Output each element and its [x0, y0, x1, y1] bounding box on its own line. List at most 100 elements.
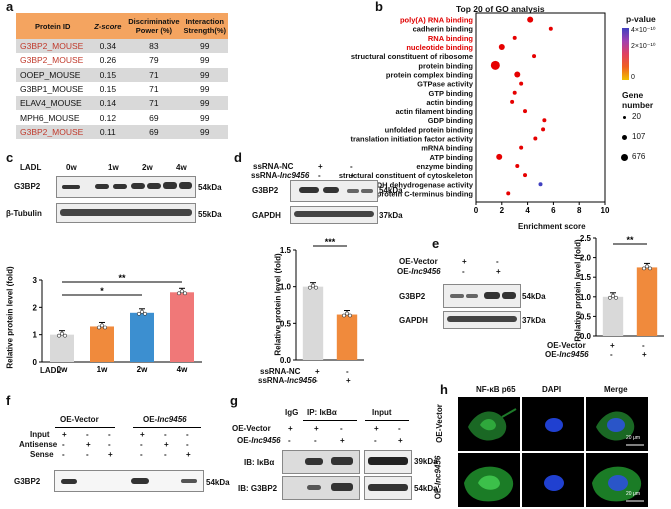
- table-cell-z: 0.15: [89, 67, 127, 82]
- bar: [50, 334, 74, 362]
- go-category-label: cadherin binding: [413, 25, 474, 34]
- g-sign: -: [374, 436, 377, 445]
- table-row: ELAV4_MOUSE 0.14 71 99: [16, 96, 228, 111]
- go-point: [533, 136, 538, 141]
- bar-point: [611, 293, 615, 298]
- table-cell-id: G3BP2_MOUSE: [16, 53, 90, 68]
- micrograph-vector-nfkb: [458, 397, 520, 451]
- panel-label-g: g: [230, 393, 238, 408]
- e-xsign-2-2: +: [642, 350, 647, 359]
- h-col-dapi: DAPI: [542, 385, 562, 394]
- f-kda: 54kDa: [206, 478, 230, 487]
- g-igg-label: IgG: [285, 408, 299, 417]
- d-sign-1-1: +: [318, 162, 323, 171]
- d-row-ssrna-nc: ssRNA-NC: [253, 162, 294, 171]
- e-xlab-oe-vector: OE-Vector: [547, 341, 586, 350]
- d-blot-gapdh: [290, 206, 378, 224]
- table-cell-z: 0.11: [89, 124, 127, 140]
- micrograph-lnc-nfkb: [458, 453, 520, 507]
- gene-size-dot-medium: [622, 135, 627, 140]
- go-category-label: poly(A) RNA binding: [400, 16, 473, 25]
- d-xsign-2-1: -: [315, 376, 318, 385]
- table-cell-z: 0.34: [89, 39, 127, 54]
- go-category-label: protein C-terminus binding: [377, 189, 474, 198]
- gene-number-legend-title: Gene number: [622, 90, 654, 110]
- d-xsign-1-2: -: [346, 367, 349, 376]
- go-category-label: unfolded protein binding: [385, 125, 474, 134]
- f-group-oe-vector: OE-Vector: [60, 415, 99, 424]
- e-blot-gapdh: [443, 311, 521, 329]
- go-point: [523, 173, 528, 178]
- bar-point: [60, 331, 64, 336]
- bar-point: [314, 285, 318, 290]
- table-row: G3BP1_MOUSE 0.15 71 99: [16, 81, 228, 97]
- bar-ytick-label: 2.5: [580, 234, 592, 243]
- bar-ytick-label: 0.0: [280, 356, 292, 365]
- f-row-antisense: Antisense: [19, 440, 58, 449]
- gene-size-dot-large: [621, 154, 628, 161]
- g-kda-54: 54kDa: [414, 484, 438, 493]
- table-cell-is: 99: [181, 53, 228, 68]
- f-sign: -: [140, 440, 143, 449]
- bar-point: [183, 291, 187, 296]
- bar-point: [63, 333, 67, 338]
- c-bar-category: 4w: [177, 365, 188, 374]
- g-blot-g3bp2-input: [364, 476, 412, 500]
- table-cell-id: MPH6_MOUSE: [16, 110, 90, 125]
- e-blot-g3bp2: [443, 284, 521, 308]
- c-row-g3bp2: G3BP2: [14, 182, 41, 191]
- g-ib-ikba: IB: IκBα: [244, 458, 275, 467]
- d-row-gapdh: GAPDH: [252, 211, 281, 220]
- panel-label-e: e: [432, 236, 440, 251]
- go-point: [548, 26, 553, 31]
- go-point: [541, 127, 546, 132]
- go-point: [527, 16, 534, 23]
- bar: [602, 296, 624, 336]
- go-category-label: GDP binding: [428, 116, 474, 125]
- bar-point: [137, 311, 141, 316]
- go-point: [519, 81, 524, 86]
- c-bar-category: 0w: [57, 365, 68, 374]
- gene-size-large-label: 676: [632, 152, 646, 161]
- f-group-line-1: [55, 427, 115, 428]
- e-sign-1-2: -: [496, 257, 499, 266]
- d-kda-g3bp2: 54kDa: [379, 186, 403, 195]
- f-sign: +: [86, 440, 91, 449]
- bar-point: [311, 283, 315, 288]
- e-row-g3bp2: G3BP2: [399, 292, 426, 301]
- f-sign: -: [164, 450, 167, 459]
- go-xtick-label: 4: [525, 206, 530, 215]
- bar: [170, 292, 194, 362]
- g-sign: +: [398, 436, 403, 445]
- e-xsign-1-2: -: [642, 341, 645, 350]
- bar-ytick-label: 3: [33, 276, 38, 285]
- go-point: [498, 44, 505, 51]
- go-xtick-label: 2: [500, 206, 505, 215]
- c-blot-tubulin: [56, 203, 196, 223]
- header-discriminative-power: Discriminative Power (%): [126, 13, 182, 39]
- d-xlab-ssrna-lnc: ssRNA-lnc9456: [258, 376, 317, 385]
- table-cell-is: 99: [181, 67, 228, 82]
- f-sign: -: [62, 440, 65, 449]
- go-point: [538, 182, 543, 187]
- bar-ytick-label: 0: [33, 358, 38, 367]
- panel-label-c: c: [6, 150, 14, 165]
- f-sign: -: [108, 430, 111, 439]
- f-sign: +: [62, 430, 67, 439]
- e-sign-2-1: -: [462, 267, 465, 276]
- table-row: MPH6_MOUSE 0.12 69 99: [16, 110, 228, 125]
- scale-bar-label-2: 20 μm: [626, 491, 640, 497]
- panel-label-a: a: [6, 0, 14, 14]
- sig-label: *: [100, 286, 104, 296]
- bar: [636, 267, 658, 336]
- pvalue-tick-mid: 2×10⁻¹⁰: [631, 43, 656, 50]
- d-row-g3bp2: G3BP2: [252, 186, 279, 195]
- go-point: [512, 35, 517, 40]
- f-sign: +: [108, 450, 113, 459]
- e-xsign-1-1: +: [610, 341, 615, 350]
- gene-size-medium-label: 107: [632, 132, 646, 141]
- header-protein-id: Protein ID: [16, 13, 90, 39]
- g-ib-g3bp2: IB: G3BP2: [238, 484, 278, 493]
- g-blot-g3bp2-ip: [282, 476, 360, 500]
